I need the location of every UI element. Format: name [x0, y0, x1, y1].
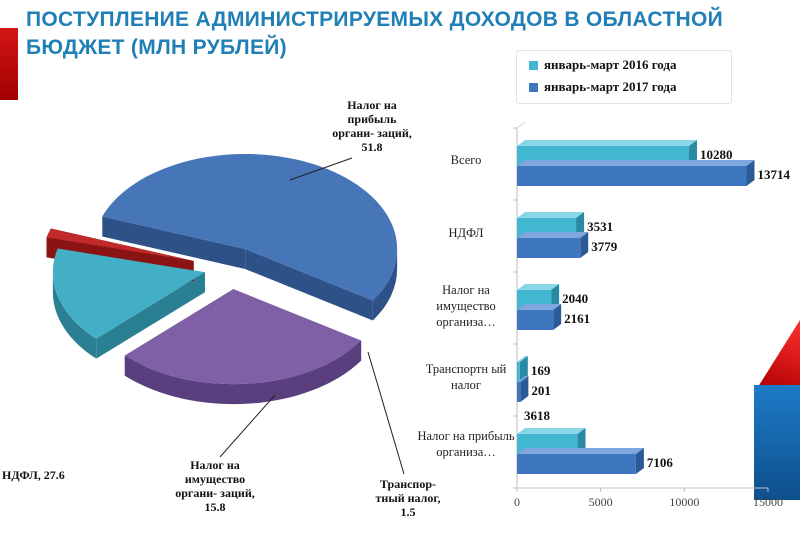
pie-label-profit: Налог на прибыль органи- заций, 51.8 [332, 98, 412, 154]
bar-category-label-total: Всего [450, 153, 482, 167]
bar-side-2017-4 [635, 448, 644, 474]
pie-slices [46, 153, 398, 405]
bar-marks: 10280 13714 3531 3779 2040 2161 169 201 3618 7106 [517, 140, 790, 474]
axis-depth-line [516, 121, 526, 129]
pie-slice-transport [46, 228, 194, 261]
bar-top-2016-3 [517, 356, 528, 362]
legend-label-2016: январь-март 2016 года [544, 57, 677, 72]
leader-line-transport [367, 351, 405, 475]
bar-value-label-2016-4: 3618 [524, 408, 551, 423]
bar-value-label-2016-0: 10280 [700, 147, 733, 162]
pie-slice-cut-profit-1 [245, 248, 373, 321]
pie-label-ndfl: НДФЛ, 27.6 [2, 468, 65, 482]
pie-slice-side-profit [372, 248, 398, 321]
bar-category-label-ndfl: НДФЛ [448, 226, 484, 240]
x-tick-label: 15000 [753, 495, 783, 509]
pie-label-transport: Транспор- тный налог, 1.5 [375, 477, 441, 519]
bar-side-2016-0 [689, 140, 698, 166]
bar-top-2016-4 [517, 428, 586, 434]
bar-2017-2 [517, 310, 554, 330]
x-tick-label: 5000 [589, 495, 613, 509]
legend-swatch-2016 [529, 60, 538, 70]
bar-value-label-2016-2: 2040 [562, 291, 588, 306]
bar-axes: 0 5000 10000 15000 [513, 121, 783, 509]
bar-value-label-2016-1: 3531 [587, 219, 613, 234]
pie-slice-ndfl [124, 289, 362, 385]
legend-label-2017: январь-март 2017 года [544, 79, 677, 94]
bar-top-2016-0 [517, 140, 698, 146]
bar-2017-0 [517, 166, 747, 186]
legend-item-2016: январь-март 2016 года [529, 57, 676, 73]
pie-slice-side-ndfl [124, 340, 362, 405]
pie-slice-side-property [52, 272, 97, 359]
bar-value-label-2017-2: 2161 [564, 311, 590, 326]
page-title: ПОСТУПЛЕНИЕ АДМИНИСТРИРУЕМЫХ ДОХОДОВ В О… [26, 8, 723, 59]
bar-category-label-profit: Налог на прибыль организа… [417, 429, 515, 459]
bar-top-2017-4 [517, 448, 644, 454]
bar-side-2016-2 [551, 284, 560, 310]
bar-top-2017-0 [517, 160, 755, 166]
bar-side-2016-3 [519, 356, 528, 382]
bar-category-label-transport: Транспортн ый налог [425, 362, 507, 392]
bar-2016-3 [517, 362, 520, 382]
bar-2017-3 [517, 382, 521, 402]
pie-label-property: Налог на имущество органи- заций, 15.8 [175, 458, 255, 514]
pie-slice-cut-profit-0 [102, 216, 246, 269]
bar-side-2017-0 [746, 160, 755, 186]
bar-value-label-2017-0: 13714 [757, 167, 790, 182]
bar-value-label-2016-3: 169 [531, 363, 551, 378]
legend-swatch-2017 [529, 82, 538, 92]
bar-side-2017-2 [553, 304, 562, 330]
bar-legend: январь-март 2016 года январь-март 2017 г… [516, 50, 732, 104]
bar-top-2016-1 [517, 212, 585, 218]
pie-slice-property [52, 248, 205, 339]
legend-item-2017: январь-март 2017 года [529, 79, 676, 95]
x-tick-label: 0 [514, 495, 520, 509]
bar-value-label-2017-4: 7106 [647, 455, 674, 470]
leader-line-profit [289, 157, 353, 181]
bar-top-2017-2 [517, 304, 562, 310]
bar-side-2016-1 [576, 212, 585, 238]
bar-2017-4 [517, 454, 636, 474]
pie-slice-profit [102, 153, 398, 301]
bar-value-label-2017-3: 201 [531, 383, 551, 398]
bar-top-2016-2 [517, 284, 560, 290]
bar-2017-1 [517, 238, 581, 258]
bar-side-2016-4 [577, 428, 586, 454]
bar-top-2017-1 [517, 232, 589, 238]
bar-side-2017-1 [580, 232, 589, 258]
pie-slice-cut-property-0 [96, 272, 205, 359]
left-accent-bar [0, 28, 18, 100]
right-accent-blue [754, 385, 800, 500]
leader-line-property [219, 394, 276, 458]
bar-top-2017-3 [517, 376, 529, 382]
x-tick-label: 10000 [669, 495, 699, 509]
bar-category-label-property: Налог на имущество организа… [436, 283, 496, 329]
bar-value-label-2017-1: 3779 [591, 239, 618, 254]
bar-side-2017-3 [520, 376, 529, 402]
